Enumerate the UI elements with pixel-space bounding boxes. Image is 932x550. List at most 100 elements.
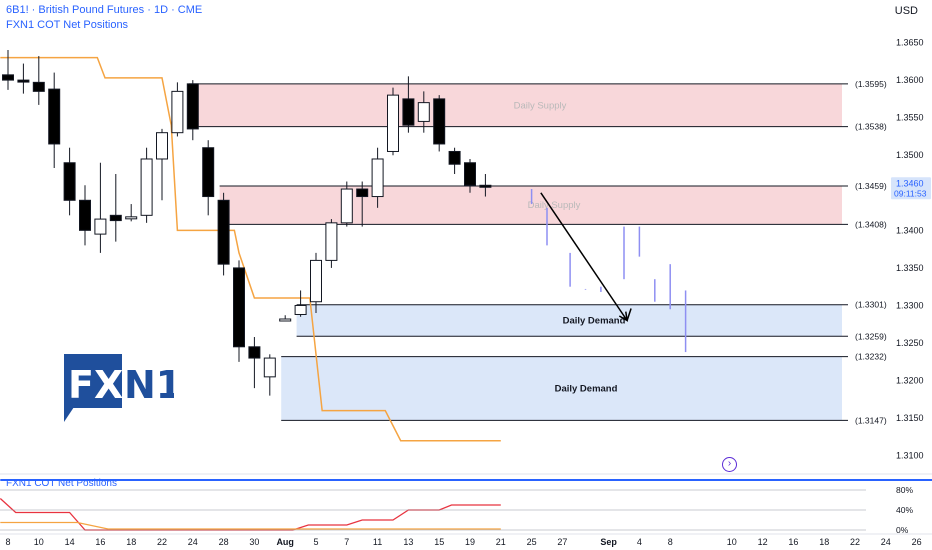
- candle-body-4: [63, 162, 76, 201]
- candle-body-11: [171, 90, 184, 134]
- candle-body-10: [156, 132, 168, 160]
- zone-3: [281, 356, 842, 421]
- x-tick-12: 11: [373, 537, 382, 547]
- candle-body-13: [202, 147, 215, 198]
- candle-body-24: [371, 158, 384, 198]
- candle-body-21: [325, 222, 338, 261]
- candle-body-23: [356, 188, 369, 198]
- candle-body-30: [464, 162, 476, 186]
- zone-top-label-3: (1.3232): [855, 352, 887, 362]
- current-price-tag: [891, 177, 931, 200]
- y-tick-8: 1.3500: [896, 150, 924, 160]
- logo-fx-text: FX: [68, 363, 123, 407]
- projection-arrow-tail: [626, 308, 632, 321]
- x-tick-24: 16: [788, 537, 798, 547]
- candle-body-19: [294, 304, 307, 315]
- x-tick-8: 30: [249, 537, 259, 547]
- x-tick-1: 10: [34, 537, 44, 547]
- zone-label-3: Daily Demand: [555, 383, 618, 394]
- y-tick-2: 1.3200: [896, 376, 924, 386]
- x-tick-26: 22: [850, 537, 860, 547]
- candle-body-5: [79, 199, 91, 231]
- cot-series-1: [0, 498, 501, 531]
- candle-body-31: [479, 184, 492, 188]
- candle-body-8: [125, 216, 138, 220]
- x-tick-7: 28: [219, 537, 229, 547]
- y-tick-0: 1.3100: [896, 451, 924, 461]
- candle-body-9: [140, 158, 153, 216]
- zone-label-0: Daily Supply: [514, 100, 567, 111]
- zone-label-2: Daily Demand: [563, 316, 626, 327]
- zone-top-label-0: (1.3595): [855, 79, 887, 89]
- x-tick-2: 14: [65, 537, 75, 547]
- zone-label-1: Daily Supply: [528, 200, 581, 211]
- candle-body-7: [109, 214, 122, 222]
- candle-body-12: [186, 83, 199, 130]
- y-tick-10: 1.3600: [896, 75, 924, 85]
- x-tick-22: 10: [727, 537, 737, 547]
- x-tick-5: 22: [157, 537, 167, 547]
- indicator-title[interactable]: FXN1 COT Net Positions: [6, 19, 129, 31]
- x-tick-23: 12: [758, 537, 768, 547]
- x-tick-13: 13: [403, 537, 413, 547]
- x-tick-3: 16: [95, 537, 105, 547]
- x-tick-6: 24: [188, 537, 198, 547]
- cot-tick-0: 0%: [896, 525, 909, 535]
- x-tick-14: 15: [434, 537, 444, 547]
- candle-body-28: [433, 98, 446, 145]
- candle-body-26: [402, 98, 415, 126]
- current-price-value: 1.3460: [896, 178, 924, 188]
- candle-body-22: [340, 188, 353, 224]
- cot-tick-2: 80%: [896, 485, 913, 495]
- chevron-right-circle-icon[interactable]: ›: [722, 457, 737, 472]
- candle-body-20: [310, 259, 322, 303]
- cot-series-2: [0, 521, 501, 530]
- candle-body-18: [279, 318, 292, 322]
- y-tick-4: 1.3300: [896, 300, 924, 310]
- x-tick-11: 7: [344, 537, 349, 547]
- x-tick-21: 8: [668, 537, 673, 547]
- x-tick-15: 19: [465, 537, 475, 547]
- current-price-countdown: 09:11:53: [894, 188, 927, 198]
- candle-body-2: [32, 81, 45, 92]
- zone-2: [296, 304, 843, 337]
- candle-body-29: [448, 150, 461, 165]
- candle-body-1: [17, 79, 30, 83]
- y-tick-3: 1.3250: [896, 338, 924, 348]
- candle-body-16: [248, 346, 261, 359]
- x-tick-19: Sep: [600, 537, 617, 547]
- logo-n1-text: N1: [124, 363, 174, 407]
- y-tick-5: 1.3350: [896, 263, 924, 273]
- y-tick-1: 1.3150: [896, 413, 924, 423]
- candle-body-0: [2, 74, 14, 81]
- symbol-title[interactable]: 6B1! · British Pound Futures · 1D · CME: [6, 4, 203, 16]
- x-tick-25: 18: [819, 537, 829, 547]
- x-tick-20: 4: [637, 537, 642, 547]
- orange-indicator-line: [0, 56, 501, 442]
- zone-bottom-label-3: (1.3147): [855, 415, 887, 425]
- candle-body-27: [417, 102, 430, 122]
- x-tick-10: 5: [313, 537, 318, 547]
- candle-body-25: [387, 94, 399, 152]
- zone-top-label-2: (1.3301): [855, 300, 887, 310]
- y-tick-9: 1.3550: [896, 113, 924, 123]
- zone-top-label-1: (1.3459): [855, 181, 887, 191]
- chart-header: 6B1! · British Pound Futures · 1D · CME …: [6, 4, 202, 32]
- x-tick-18: 27: [557, 537, 567, 547]
- projection-arrow: [540, 192, 628, 321]
- currency-label[interactable]: USD: [894, 5, 918, 17]
- zone-1: [219, 186, 843, 225]
- zone-bottom-label-1: (1.3408): [855, 219, 887, 229]
- fxn1-logo: FX N1: [62, 352, 182, 426]
- candle-body-14: [217, 199, 230, 265]
- zone-bottom-label-2: (1.3259): [855, 331, 887, 341]
- x-tick-17: 25: [527, 537, 537, 547]
- subpane-title[interactable]: FXN1 COT Net Positions: [6, 478, 117, 489]
- x-tick-9: Aug: [276, 537, 294, 547]
- cot-tick-1: 40%: [896, 505, 913, 515]
- candle-body-17: [263, 357, 276, 378]
- y-tick-11: 1.3650: [896, 38, 924, 48]
- x-tick-28: 26: [912, 537, 922, 547]
- x-tick-0: 8: [5, 537, 10, 547]
